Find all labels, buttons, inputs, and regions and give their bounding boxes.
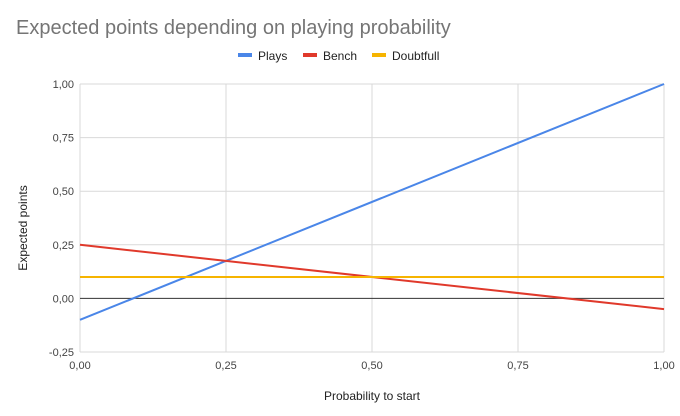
y-tick-label: 0,25 — [53, 240, 74, 252]
y-axis-ticks: -0,25 0,00 0,25 0,50 0,75 1,00 — [49, 79, 74, 359]
legend-swatch-doubtfull — [372, 53, 386, 57]
legend-label-bench: Bench — [323, 49, 357, 63]
x-tick-label: 0,00 — [69, 360, 90, 372]
y-tick-label: 0,50 — [53, 186, 74, 198]
legend-label-plays: Plays — [258, 49, 287, 63]
series-line-plays — [79, 83, 665, 321]
gridlines — [79, 83, 665, 353]
y-axis-label: Expected points — [16, 185, 30, 270]
legend-swatch-plays — [238, 53, 252, 57]
x-tick-label: 0,50 — [361, 360, 382, 372]
x-tick-label: 0,75 — [507, 360, 528, 372]
y-tick-label: -0,25 — [49, 347, 74, 359]
legend-swatch-bench — [303, 53, 317, 57]
x-axis-label: Probability to start — [324, 389, 421, 403]
chart-title: Expected points depending on playing pro… — [16, 17, 451, 39]
legend-label-doubtfull: Doubtfull — [392, 49, 439, 63]
x-axis-ticks: 0,00 0,25 0,50 0,75 1,00 — [69, 360, 674, 372]
x-tick-label: 0,25 — [215, 360, 236, 372]
y-tick-label: 0,00 — [53, 293, 74, 305]
y-tick-label: 0,75 — [53, 133, 74, 145]
y-tick-label: 1,00 — [53, 79, 74, 91]
legend: Plays Bench Doubtfull — [238, 49, 439, 63]
series-lines — [79, 83, 665, 321]
x-tick-label: 1,00 — [653, 360, 674, 372]
